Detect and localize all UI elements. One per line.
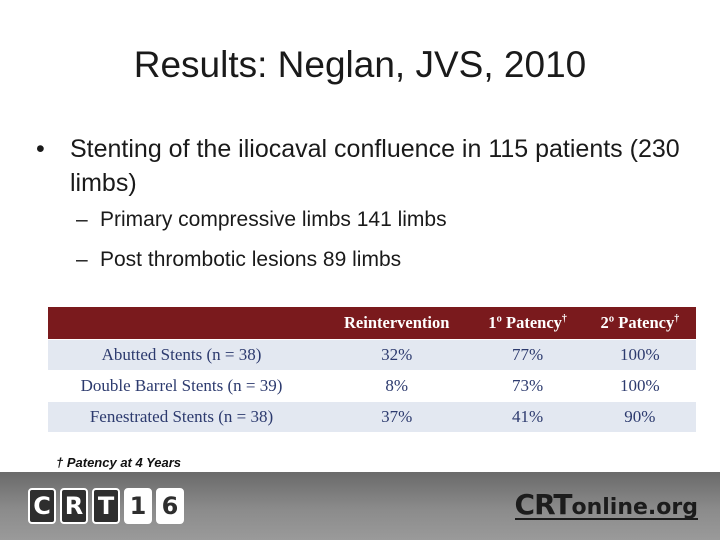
table-row: Fenestrated Stents (n = 38) 37% 41% 90% [48,401,696,433]
header-blank [48,307,322,340]
logo-letter: 1 [124,488,152,524]
sub-bullet-dash: – [76,208,88,231]
bullet-main-text: Stenting of the iliocaval confluence in … [70,135,680,197]
secondary-patency-cell: 100% [583,370,696,402]
footer-bar: C R T 1 6 CRTonline.org [0,472,720,540]
logo-letter: R [60,488,88,524]
sub-bullet-post-thrombotic: – Post thrombotic lesions 89 limbs [36,240,696,280]
results-table: Reintervention 1º Patency† 2º Patency† A… [48,307,696,433]
header-primary-patency: 1º Patency† [471,307,584,340]
bullet-dot: • [36,135,45,163]
header-reintervention: Reintervention [322,307,472,340]
header-secondary-patency-label: 2º Patency [600,313,675,332]
bullet-main: • Stenting of the iliocaval confluence i… [36,132,696,200]
table-row: Abutted Stents (n = 38) 32% 77% 100% [48,339,696,371]
sub-bullet-text: Post thrombotic lesions 89 limbs [100,248,402,271]
secondary-patency-cell: 90% [583,401,696,433]
primary-patency-cell: 41% [471,401,584,433]
bullet-list: • Stenting of the iliocaval confluence i… [36,132,696,280]
logo-letter: C [28,488,56,524]
crt16-logo: C R T 1 6 [28,488,184,524]
row-label: Fenestrated Stents (n = 38) [48,401,322,433]
sub-bullet-text: Primary compressive limbs 141 limbs [100,208,447,231]
table-header-row: Reintervention 1º Patency† 2º Patency† [48,307,696,340]
crtonline-logo-suffix: online.org [571,495,698,520]
crtonline-logo-main: CRT [514,488,573,521]
primary-patency-cell: 77% [471,339,584,371]
header-secondary-patency: 2º Patency† [583,307,696,340]
row-label: Double Barrel Stents (n = 39) [48,370,322,402]
logo-letter: T [92,488,120,524]
reintervention-cell: 32% [322,339,472,371]
logo-letter: 6 [156,488,184,524]
row-label: Abutted Stents (n = 38) [48,339,322,371]
secondary-patency-cell: 100% [583,339,696,371]
header-primary-patency-label: 1º Patency [488,313,562,332]
crtonline-logo: CRTonline.org [514,488,698,521]
primary-patency-cell: 73% [471,370,584,402]
dagger-mark: † [561,313,567,325]
slide-title: Results: Neglan, JVS, 2010 [133,44,587,85]
sub-bullet-primary: – Primary compressive limbs 141 limbs [36,200,696,240]
dagger-mark: † [674,313,680,325]
reintervention-cell: 8% [322,370,472,402]
sub-bullet-dash: – [76,248,88,271]
footnote: † Patency at 4 Years [56,455,182,470]
reintervention-cell: 37% [322,401,472,433]
logo-underline [514,518,698,520]
table-row: Double Barrel Stents (n = 39) 8% 73% 100… [48,370,696,402]
